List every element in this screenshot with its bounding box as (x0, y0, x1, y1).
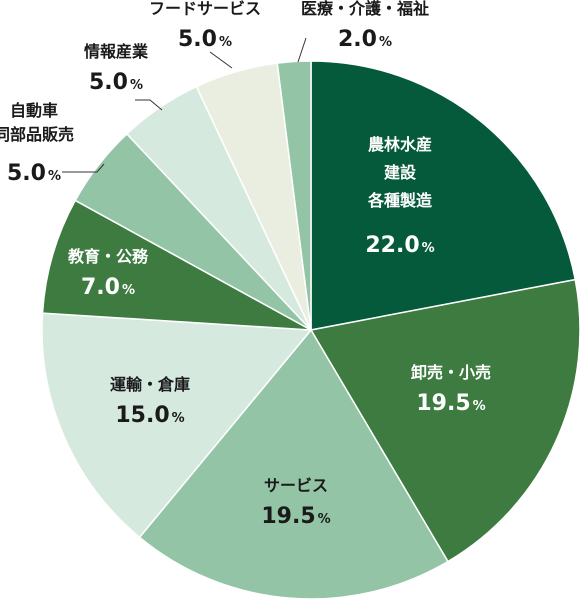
slice-label-6: 情報産業 5.0% (84, 42, 149, 95)
slice-value-1: 19.5 (416, 391, 470, 416)
slice-value-8: 2.0 (338, 27, 377, 52)
slice-value-7: 5.0 (178, 27, 217, 52)
leader-line-8 (297, 37, 307, 63)
slice-value-0: 22.0 (365, 233, 419, 258)
slice-label-1: 卸売・小売 19.5% (411, 363, 491, 416)
slice-unit-5: % (48, 169, 61, 184)
slice-name-情報産業: 情報産業 (84, 42, 149, 61)
pie-slice-4 (41, 199, 312, 331)
slice-name-自動車: 自動車 (10, 101, 58, 120)
slice-label-5: 自動車同部品販売 5.0% (0, 101, 74, 186)
slice-value-6: 5.0 (89, 70, 128, 95)
slice-unit-1: % (473, 399, 486, 414)
leader-line-7 (209, 51, 233, 69)
slice-unit-4: % (122, 283, 135, 298)
slice-value-4: 7.0 (81, 275, 120, 300)
slice-unit-3: % (172, 411, 185, 426)
leader-line-6 (135, 99, 163, 111)
slice-name-農林水産: 農林水産 (368, 135, 432, 154)
slice-value-5: 5.0 (7, 161, 46, 186)
slice-label-3: 運輸・倉庫 15.0% (110, 375, 190, 428)
slice-label-0: 農林水産建設各種製造 22.0% (365, 135, 434, 258)
slice-name-教育-公務: 教育・公務 (68, 247, 149, 266)
slice-name-運輸-倉庫: 運輸・倉庫 (110, 375, 190, 394)
slice-name-医療-介護-福祉: 医療・介護・福祉 (301, 0, 429, 18)
slice-name-建設: 建設 (384, 163, 417, 182)
pie-slice-2 (138, 328, 449, 599)
slice-unit-0: % (422, 241, 435, 256)
pie-slice-0 (310, 60, 577, 331)
slice-value-3: 15.0 (115, 403, 169, 428)
slice-name-各種製造: 各種製造 (367, 191, 433, 210)
slice-name-卸売-小売: 卸売・小売 (411, 363, 491, 382)
slice-unit-8: % (379, 35, 392, 50)
slice-unit-6: % (130, 78, 143, 93)
slice-unit-2: % (318, 512, 331, 527)
pie-slice-3 (41, 312, 313, 539)
pie-slice-8 (276, 60, 312, 331)
slice-label-8: 医療・介護・福祉 2.0% (301, 0, 429, 52)
slice-name-フードサービス: フードサービス (149, 0, 261, 18)
slice-label-4: 教育・公務 7.0% (68, 247, 149, 300)
slice-name-サービス: サービス (264, 476, 328, 495)
slice-label-7: フードサービス 5.0% (149, 0, 261, 52)
slice-unit-7: % (219, 35, 232, 50)
leader-line-5 (62, 163, 105, 173)
slice-name-同部品販売: 同部品販売 (0, 125, 74, 144)
slice-value-2: 19.5 (261, 504, 315, 529)
slice-label-2: サービス 19.5% (261, 476, 330, 529)
